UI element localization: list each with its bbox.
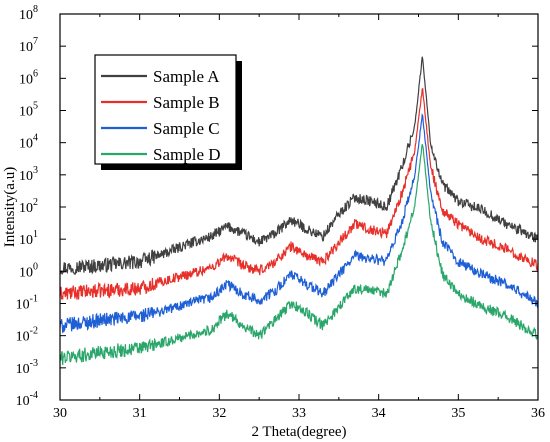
y-tick-label: 107 [19, 36, 38, 55]
x-tick-label: 31 [133, 406, 147, 421]
y-tick-label: 10-1 [16, 294, 38, 313]
legend-label: Sample D [153, 145, 221, 164]
y-tick-labels: 10-4 10-3 10-2 10-1 100 101 102 103 104 105 106 107… [16, 4, 38, 409]
x-tick-label: 36 [531, 406, 545, 421]
legend-label: Sample B [153, 93, 220, 112]
legend-items: Sample A Sample B Sample C Sample D [101, 67, 221, 164]
y-tick-label: 106 [19, 68, 38, 87]
x-tick-label: 32 [212, 406, 226, 421]
x-tick-labels: 30 31 32 33 34 35 36 [53, 406, 545, 421]
series-line-sample-a [59, 56, 539, 275]
y-tick-label: 101 [19, 229, 38, 248]
y-tick-label: 102 [19, 197, 38, 216]
series-line-sample-d [59, 144, 539, 366]
x-tick-label: 35 [451, 406, 465, 421]
y-tick-label: 103 [19, 165, 38, 184]
y-tick-label: 105 [19, 101, 38, 120]
y-tick-label: 108 [19, 4, 38, 23]
legend-box [94, 54, 237, 165]
y-tick-label: 10-3 [16, 358, 38, 377]
x-tick-label: 33 [292, 406, 306, 421]
y-axis-title: Intensity(a.u) [2, 167, 18, 247]
x-axis-title: 2 Theta(degree) [251, 424, 346, 440]
y-tick-label: 10-4 [16, 390, 38, 409]
ticks-layer [59, 13, 539, 401]
x-tick-label: 34 [372, 406, 386, 421]
legend-label: Sample C [153, 119, 220, 138]
y-tick-label: 104 [19, 133, 38, 152]
series-line-sample-c [59, 112, 539, 334]
y-tick-label: 10-2 [16, 326, 38, 345]
y-tick-label: 100 [19, 261, 38, 280]
x-tick-label: 30 [53, 406, 67, 421]
series-layer [59, 56, 539, 366]
series-line-sample-b [59, 87, 539, 300]
legend-label: Sample A [153, 67, 220, 86]
legend: Sample A Sample B Sample C Sample D [94, 54, 242, 170]
